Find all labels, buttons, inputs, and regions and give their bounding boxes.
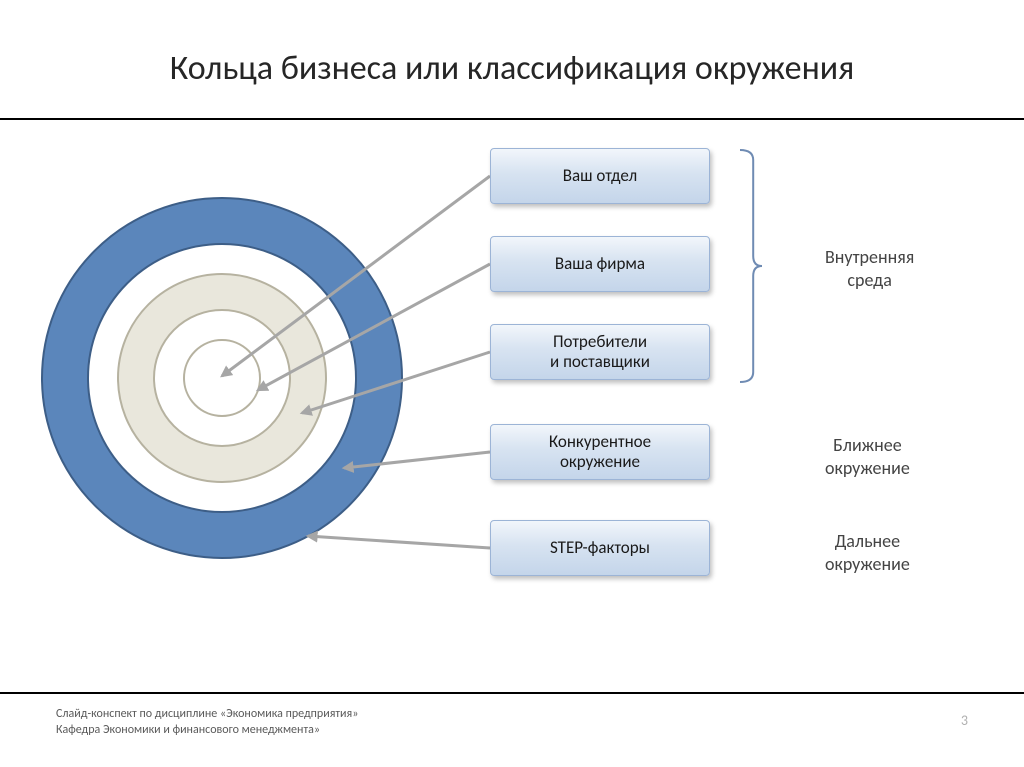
box-firm: Ваша фирма: [490, 236, 710, 292]
side-label-text: Дальнееокружение: [825, 530, 910, 575]
slide-title: Кольца бизнеса или классификация окружен…: [0, 48, 1024, 89]
diagram-stage: Ваш отдел Ваша фирма Потребителии постав…: [0, 118, 1024, 692]
diagram-svg: [0, 118, 1024, 692]
box-label: Ваша фирма: [555, 254, 645, 274]
side-label-text: Внутренняясреда: [825, 246, 914, 291]
footer-line-2: Кафедра Экономики и финансового менеджме…: [56, 722, 358, 738]
page-number: 3: [961, 712, 968, 729]
box-label: Ваш отдел: [563, 166, 637, 186]
side-label-text: Ближнееокружение: [825, 434, 910, 479]
box-customers-suppliers: Потребителии поставщики: [490, 324, 710, 380]
label-inner-environment: Внутренняясреда: [825, 246, 914, 291]
box-label: Потребителии поставщики: [550, 332, 650, 373]
box-label: STEP-факторы: [550, 538, 650, 558]
box-department: Ваш отдел: [490, 148, 710, 204]
label-near-environment: Ближнееокружение: [825, 434, 910, 479]
footer: Слайд-конспект по дисциплине «Экономика …: [56, 706, 358, 738]
label-far-environment: Дальнееокружение: [825, 530, 910, 575]
footer-line-1: Слайд-конспект по дисциплине «Экономика …: [56, 706, 358, 722]
box-step-factors: STEP-факторы: [490, 520, 710, 576]
divider-bottom: [0, 692, 1024, 694]
box-label: Конкурентноеокружение: [549, 432, 651, 473]
box-competitive-env: Конкурентноеокружение: [490, 424, 710, 480]
